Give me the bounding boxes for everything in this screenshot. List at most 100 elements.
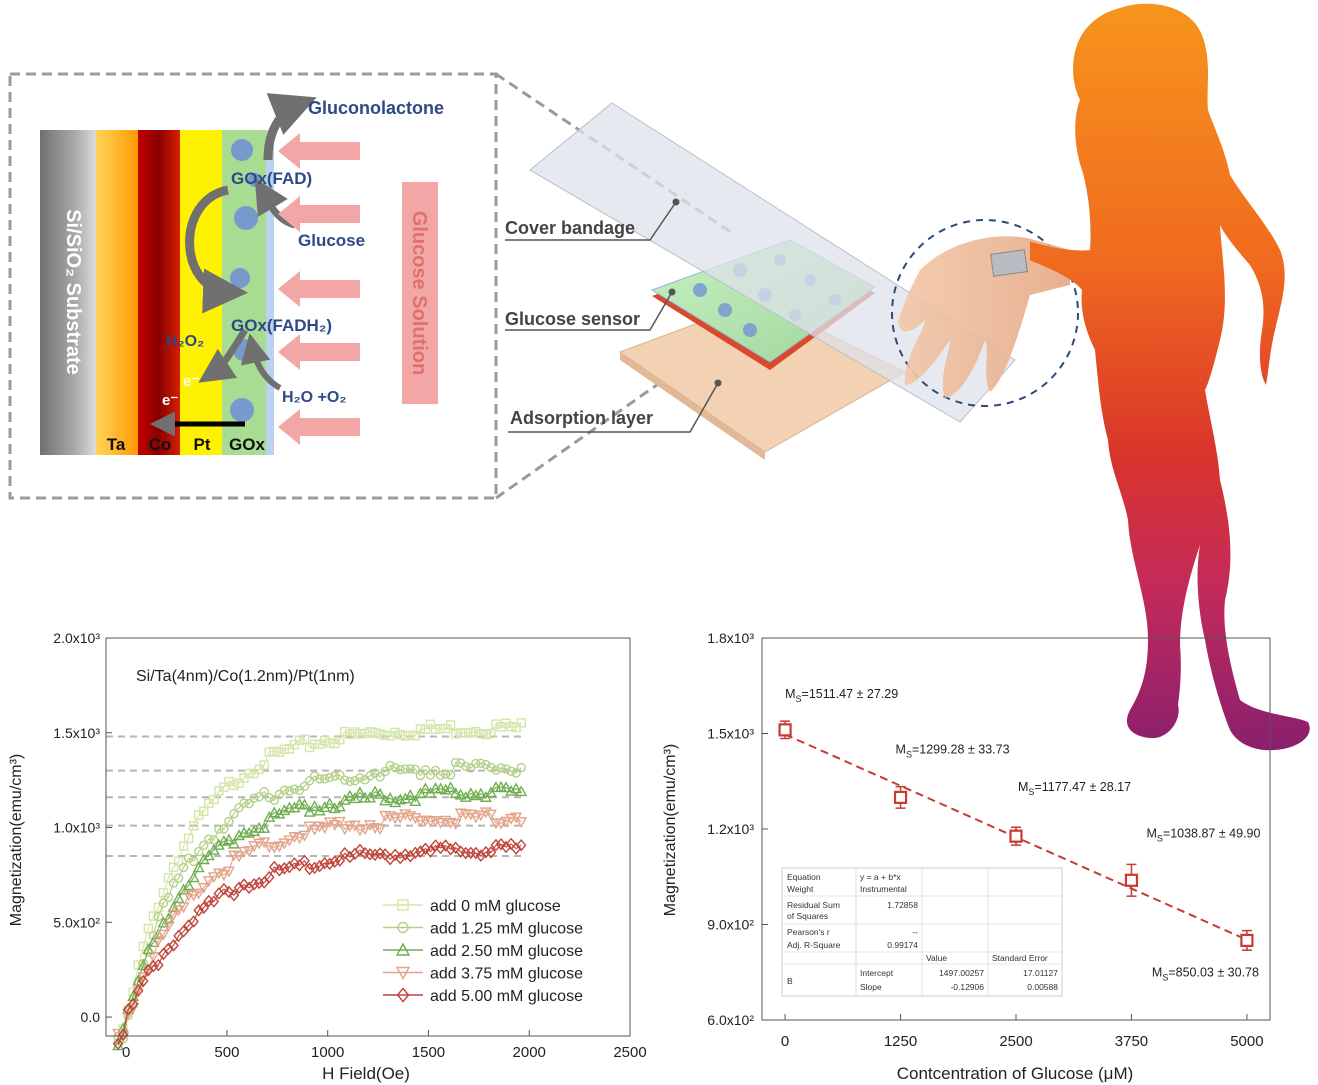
x-tick-label: 2500 [613, 1044, 646, 1061]
hand-illustration [898, 236, 1070, 398]
data-point [192, 861, 205, 873]
data-point [516, 762, 526, 773]
label-electron-2: e⁻ [162, 392, 178, 409]
data-point [409, 795, 422, 806]
label-gluconolactone: Gluconolactone [308, 98, 444, 118]
y-tick-label: 5.0x10² [53, 914, 100, 930]
label-glucose-sensor: Glucose sensor [505, 309, 640, 329]
fit-adjr-label: Adj. R-Square [787, 940, 841, 950]
plot-frame-right [761, 637, 1271, 1021]
data-point [259, 760, 269, 770]
data-point [395, 729, 405, 740]
point-marker [778, 723, 792, 737]
data-point [299, 734, 310, 744]
data-point [208, 895, 220, 908]
data-point [343, 789, 356, 801]
series-line [117, 761, 522, 1040]
solution-edge [266, 130, 274, 455]
data-point [188, 856, 199, 867]
label-gox-fad: GOx(FAD) [231, 169, 312, 188]
data-point [167, 909, 180, 921]
data-point [464, 809, 477, 821]
data-point [474, 787, 487, 799]
data-point [496, 763, 506, 773]
point-marker [1009, 829, 1023, 843]
data-point [233, 829, 245, 841]
data-point [268, 860, 280, 874]
data-point [274, 747, 285, 757]
y-tick-label: 1.2x10³ [707, 821, 754, 837]
data-point [460, 846, 472, 860]
data-point [197, 882, 210, 894]
data-point [227, 837, 240, 849]
data-point [293, 833, 306, 845]
plot-frame-left [105, 637, 631, 1037]
data-point [348, 792, 361, 804]
data-point [219, 782, 229, 792]
label-h2o-o2: H₂O +O₂ [282, 389, 346, 406]
data-point [263, 870, 275, 884]
data-point [510, 782, 523, 794]
data-point [178, 862, 189, 873]
data-point [515, 785, 528, 797]
data-point [127, 997, 139, 1011]
data-point [188, 821, 199, 831]
data-point [445, 720, 456, 730]
solution-box [402, 182, 438, 404]
layer-label-pt: Pt [194, 435, 211, 454]
data-point [355, 773, 365, 783]
layer-label-gox: GOx [229, 435, 265, 454]
series-line [117, 786, 522, 1046]
runner-body [1030, 3, 1310, 751]
data-point [420, 842, 431, 856]
data-point [168, 939, 179, 952]
legend-label: add 0 mM glucose [430, 898, 561, 915]
data-point [390, 727, 400, 738]
data-point [430, 839, 441, 852]
data-point [127, 990, 140, 1002]
data-point [303, 821, 316, 833]
data-point [461, 761, 471, 772]
chart-left-title: Si/Ta(4nm)/Co(1.2nm)/Pt(1nm) [136, 668, 355, 685]
legend-label: add 3.75 mM glucose [430, 966, 583, 983]
data-point [395, 942, 411, 956]
inset-frame [8, 72, 498, 500]
data-point [253, 838, 266, 850]
data-point [152, 935, 165, 947]
data-point [308, 800, 321, 812]
layer-label-ta: Ta [107, 435, 126, 454]
x-tick-label: 1250 [884, 1033, 917, 1050]
data-point [490, 838, 502, 852]
data-point [309, 771, 320, 781]
series-3 [112, 807, 528, 1043]
data-point [370, 727, 380, 738]
label-gox-fadh2: GOx(FADH₂) [231, 316, 332, 335]
data-point [353, 786, 366, 798]
legend-label: add 5.00 mM glucose [430, 988, 583, 1005]
data-point [450, 729, 461, 739]
data-point [289, 784, 300, 794]
data-point [157, 929, 170, 941]
data-point [168, 862, 179, 873]
data-point [374, 787, 387, 799]
data-point [198, 901, 210, 915]
data-point [491, 765, 501, 775]
label-electron-1: e⁻ [183, 373, 199, 390]
data-point [318, 822, 331, 834]
chart-right-ylabel: Magnetization(emu/cm³) [662, 744, 679, 917]
data-point [339, 846, 351, 860]
data-point [439, 815, 452, 827]
data-point [340, 775, 350, 785]
data-point [449, 819, 462, 831]
ta-layer [96, 130, 138, 455]
data-point [304, 776, 315, 786]
data-point [194, 846, 204, 857]
data-point [173, 856, 184, 866]
data-point [117, 1028, 129, 1042]
data-point [486, 728, 496, 739]
data-point [340, 726, 350, 737]
data-point [400, 731, 410, 741]
fit-adjr: 0.99174 [887, 940, 918, 950]
fit-intercept-error: 17.01127 [1023, 968, 1058, 978]
data-point [330, 771, 340, 781]
